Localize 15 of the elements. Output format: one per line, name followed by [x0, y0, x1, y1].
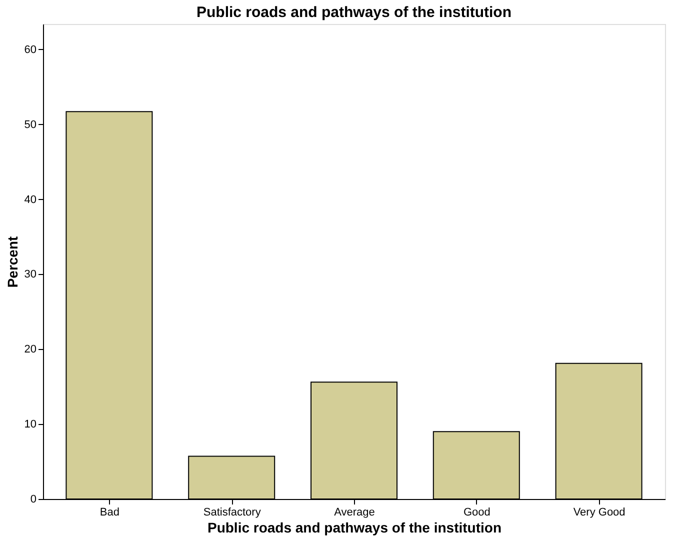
x-tick-label: Bad — [100, 506, 120, 518]
x-axis-title: Public roads and pathways of the institution — [207, 520, 502, 536]
x-tick-label: Satisfactory — [203, 506, 262, 518]
x-tick-label: Very Good — [573, 506, 626, 518]
y-tick-label: 30 — [24, 268, 36, 281]
x-tick-label: Good — [463, 506, 490, 518]
x-tick-label: Average — [334, 506, 375, 518]
chart-title: Public roads and pathways of the institution — [196, 4, 512, 21]
y-tick-label: 0 — [30, 494, 36, 506]
y-tick-label: 10 — [24, 418, 36, 431]
y-tick-label: 20 — [24, 344, 36, 356]
y-tick-label: 60 — [24, 44, 36, 56]
y-axis-title: Percent — [4, 236, 20, 288]
y-tick-label: 40 — [24, 194, 36, 206]
y-tick-label: 50 — [24, 118, 36, 131]
